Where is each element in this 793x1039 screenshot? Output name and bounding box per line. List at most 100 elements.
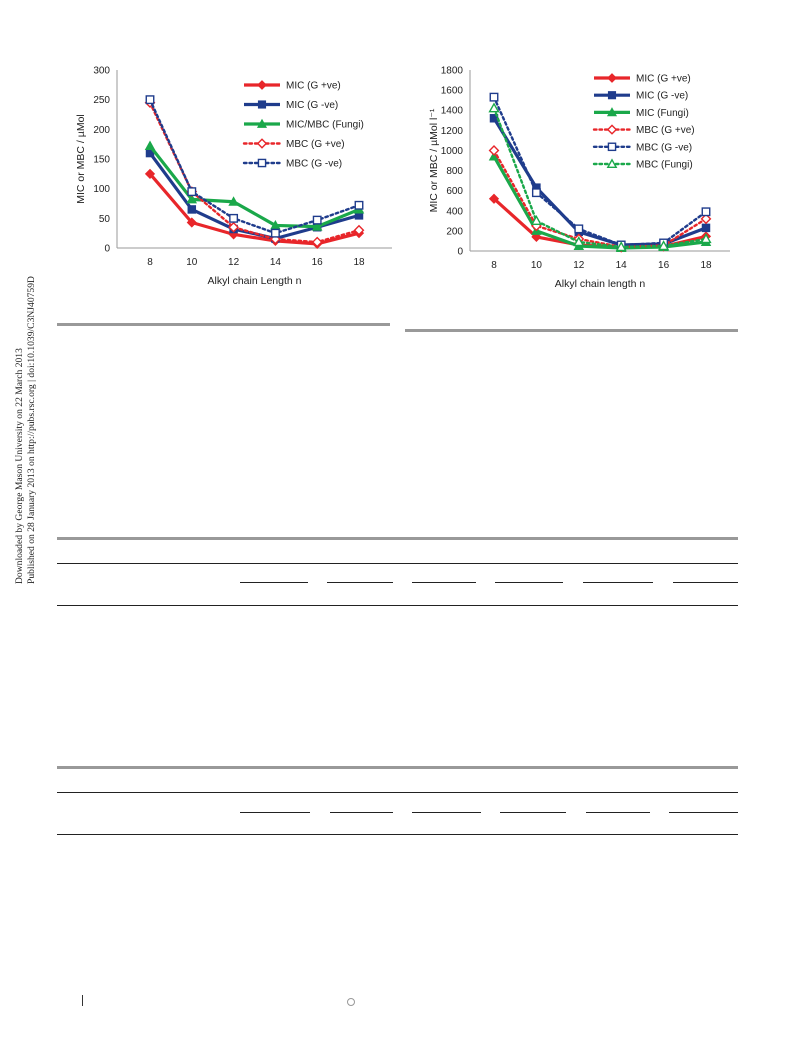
chart1-data-point [312, 215, 322, 225]
chart1-series-line [148, 172, 360, 246]
table-1-subrule-1 [240, 582, 308, 583]
chart2-data-point [700, 233, 712, 244]
chart1-data-point [311, 236, 323, 248]
chart2-data-point [489, 92, 499, 102]
chart1-x-tick-label: 12 [228, 257, 240, 268]
chart1-legend-label: MBC (G +ve) [286, 139, 345, 150]
chart2-legend-label: MIC (Fungi) [636, 108, 689, 119]
chart2-x-tick-label: 16 [658, 260, 670, 271]
chart1-series-line [148, 98, 361, 235]
chart2-series-line [492, 95, 708, 247]
chart1-data-point [229, 213, 239, 223]
download-notice-line1: Downloaded by George Mason University on… [14, 348, 25, 584]
chart2-series-line [492, 107, 708, 249]
chart2-data-point [700, 213, 712, 225]
divider-right [405, 329, 738, 332]
chart2-y-tick-label: 400 [446, 206, 463, 217]
chart2-x-tick-label: 18 [700, 260, 712, 271]
chart2-legend-entry: MIC (Fungi) [594, 107, 689, 119]
chart2-x-tick-label: 14 [616, 260, 628, 271]
table-1-subrule-6 [673, 582, 738, 583]
table-1-subrule-3 [412, 582, 476, 583]
chart1-y-tick-label: 300 [93, 66, 110, 77]
chart2-data-point [701, 207, 711, 217]
chart1-y-tick-label: 200 [93, 125, 110, 136]
chart1-data-point [187, 187, 197, 197]
chart2-legend-label: MIC (G -ve) [636, 91, 688, 102]
chart1-y-tick-label: 50 [99, 214, 111, 225]
chart1-legend-marker [257, 80, 267, 90]
table-2-subrule-3 [412, 812, 481, 813]
chart2-y-tick-label: 200 [446, 226, 463, 237]
chart1-legend-marker [257, 158, 267, 168]
chart2-legend-marker [607, 91, 617, 100]
chart2-legend-marker [606, 107, 618, 117]
chart2-legend-marker [606, 124, 618, 135]
chart2-y-tick-label: 1200 [441, 126, 464, 137]
chart1-legend-entry: MIC (G -ve) [244, 100, 338, 111]
chart1-x-axis-title: Alkyl chain Length n [208, 275, 302, 287]
chart1-legend-label: MIC (G -ve) [286, 100, 338, 111]
chart2-legend-label: MBC (Fungi) [636, 160, 693, 171]
chart1-legend-label: MIC/MBC (Fungi) [286, 120, 364, 131]
table-2-subrule-2 [330, 812, 393, 813]
chart2-legend-entry: MBC (Fungi) [592, 158, 693, 171]
chart1-legend-label: MIC (G +ve) [286, 81, 341, 92]
chart1-y-tick-label: 100 [93, 184, 110, 195]
download-notice-line2: Published on 28 January 2013 on http://p… [26, 276, 37, 584]
chart1-data-point [145, 95, 155, 105]
chart1-series-3 [144, 140, 365, 231]
chart2-legend-marker [607, 73, 617, 83]
chart1-legend-marker [256, 118, 268, 128]
chart1-legend-entry: MBC (G -ve) [242, 158, 342, 170]
chart2-data-point [701, 223, 711, 233]
chart1-y-axis-title: MIC or MBC / µMol [75, 114, 87, 203]
chart2-series-line [492, 149, 708, 249]
chart-left: 0 50 100 150 200 250 300 8 10 12 14 16 18 Alkyl chain… [75, 66, 392, 287]
chart2-y-tick-label: 1800 [441, 66, 464, 77]
chart1-legend-label: MBC (G -ve) [286, 159, 342, 170]
chart1-x-tick-label: 14 [270, 257, 282, 268]
chart1-legend-entry: MIC/MBC (Fungi) [244, 118, 364, 131]
chart2-legend-entry: MIC (G +ve) [594, 73, 691, 85]
chart2-legend-label: MBC (G -ve) [636, 142, 692, 153]
table-2-top-rule [57, 766, 738, 769]
table-2-subrule-1 [240, 812, 310, 813]
chart1-data-point [311, 221, 323, 231]
chart1-data-point [270, 228, 280, 238]
chart1-data-point [354, 200, 364, 210]
download-notice: Downloaded by George Mason University on… [14, 244, 38, 584]
chart2-y-tick-label: 0 [457, 247, 463, 258]
chart1-x-tick-label: 10 [186, 257, 198, 268]
chart2-data-point [488, 102, 500, 113]
chart1-data-point [186, 193, 198, 204]
footer-circle-icon [347, 998, 355, 1006]
chart2-x-tick-label: 8 [491, 260, 497, 271]
table-1-subrule-4 [495, 582, 563, 583]
chart1-legend-marker [257, 100, 267, 109]
chart2-y-tick-label: 1000 [441, 146, 464, 157]
chart2-legend-label: MIC (G +ve) [636, 74, 691, 85]
table-1-header-rule [57, 563, 738, 564]
table-1-bottom-rule [57, 605, 738, 606]
table-2-subrule-6 [669, 812, 738, 813]
chart-right: 0 200 400 600 800 1000 1200 1400 1600 1800 8 10 12 14… [428, 66, 730, 290]
chart1-data-point [144, 140, 156, 150]
table-1-subrule-2 [327, 582, 393, 583]
chart1-y-tick-label: 250 [93, 95, 110, 106]
chart1-x-tick-label: 16 [312, 257, 324, 268]
table-2-subrule-5 [586, 812, 650, 813]
chart1-data-point [353, 224, 365, 236]
chart2-data-point [530, 214, 542, 226]
chart2-data-point [488, 193, 500, 204]
chart1-y-tick-label: 150 [93, 155, 110, 166]
chart2-legend-label: MBC (G +ve) [636, 125, 695, 136]
chart1-data-point [228, 221, 239, 233]
chart2-y-tick-label: 600 [446, 186, 463, 197]
table-2-header-rule [57, 792, 738, 793]
chart2-series-line [492, 155, 707, 250]
chart2-x-tick-label: 12 [573, 260, 585, 271]
chart2-x-axis-title: Alkyl chain length n [555, 278, 646, 290]
chart1-series-line [148, 144, 360, 229]
chart2-y-tick-label: 800 [446, 166, 463, 177]
